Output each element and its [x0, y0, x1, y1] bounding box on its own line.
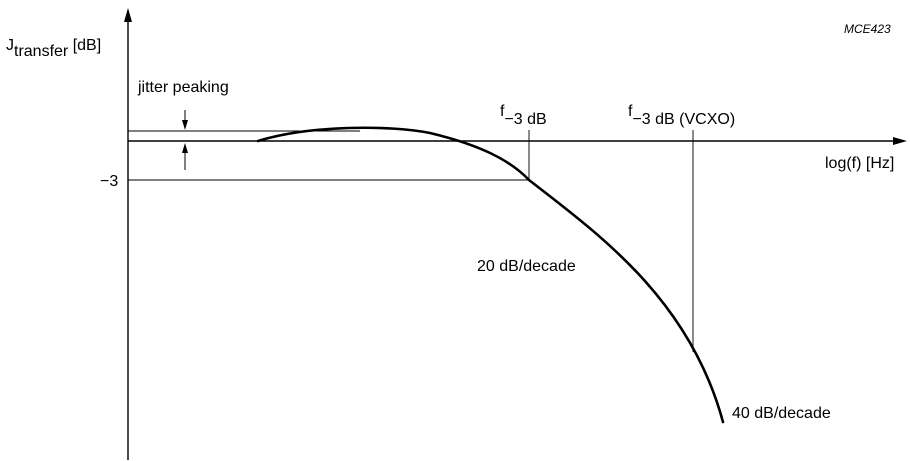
slope-20db-label: 20 dB/decade — [477, 258, 576, 275]
minus3-label: −3 — [100, 173, 118, 190]
y-axis-symbol: J — [6, 37, 14, 54]
slope-40db-label: 40 dB/decade — [732, 405, 831, 422]
f3db-vcxo-symbol: f — [628, 103, 633, 120]
f3db-label: f−3 dB — [500, 103, 547, 128]
x-axis-label: log(f) [Hz] — [825, 155, 894, 172]
y-axis-subscript: transfer — [14, 43, 69, 60]
jitter-peaking-label: jitter peaking — [137, 79, 229, 96]
y-axis-unit: [dB] — [68, 37, 101, 54]
f3db-vcxo-label: f−3 dB (VCXO) — [628, 103, 735, 128]
jitter-arrow-bottom-head — [182, 143, 188, 153]
transfer-curve — [256, 126, 725, 424]
figure-code: MCE423 — [844, 22, 891, 36]
y-axis-arrowhead — [124, 8, 132, 22]
f3db-vcxo-subscript: −3 dB (VCXO) — [632, 111, 735, 128]
f3db-symbol: f — [500, 103, 505, 120]
x-axis-arrowhead — [893, 137, 907, 145]
f3db-subscript: −3 dB — [504, 111, 546, 128]
y-axis-label: Jtransfer [dB] — [6, 37, 101, 60]
jitter-arrow-top-head — [182, 120, 188, 130]
